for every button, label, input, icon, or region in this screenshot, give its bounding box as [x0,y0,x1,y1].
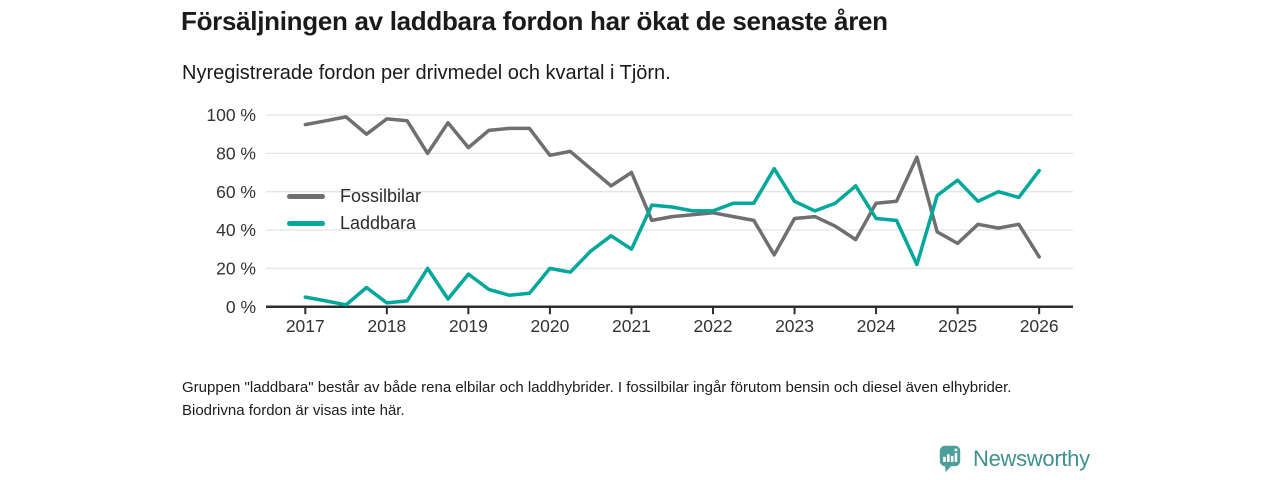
x-tick-label-2021: 2021 [612,316,651,336]
legend-label-fossilbilar: Fossilbilar [340,186,422,206]
x-tick-label-2020: 2020 [530,316,569,336]
series-line-fossilbilar [303,115,1041,259]
newsworthy-logo[interactable]: Newsworthy [938,444,1090,473]
x-tick-label-2023: 2023 [775,316,814,336]
x-tick-label-2022: 2022 [694,316,733,336]
legend-item-laddbara: Laddbara [287,210,421,237]
laddbara-line-swatch [287,221,325,226]
x-tick-label-2017: 2017 [286,316,325,336]
newsworthy-speech-bubble-bar-chart-icon [939,445,961,473]
x-tick-label-2019: 2019 [449,316,488,336]
vehicle-share-line-chart: 0 % 20 % 40 % 60 % 80 % 100 % 2017 2018 2019 2020… [206,105,1073,336]
y-tick-label-100: 100 % [206,105,256,125]
chart-title: Försäljningen av laddbara fordon har öka… [181,6,888,36]
legend-label-laddbara: Laddbara [340,213,417,233]
y-tick-label-80: 80 % [216,144,256,164]
chart-footnote: Gruppen "laddbara" består av både rena e… [182,379,1012,419]
chart-legend: Fossilbilar Laddbara [287,183,421,237]
x-tick-label-2024: 2024 [857,316,896,336]
x-tick-label-2026: 2026 [1020,316,1059,336]
x-tick-label-2025: 2025 [938,316,977,336]
y-tick-label-20: 20 % [216,259,256,279]
fossilbilar-line-swatch [287,194,325,199]
chart-subtitle: Nyregistrerade fordon per drivmedel och … [182,62,671,84]
y-tick-label-40: 40 % [216,220,256,240]
y-tick-label-0: 0 % [226,297,256,317]
x-tick-label-2018: 2018 [367,316,406,336]
newsworthy-logo-text: Newsworthy [973,445,1090,471]
y-tick-label-60: 60 % [216,182,256,202]
legend-item-fossilbilar: Fossilbilar [287,183,421,210]
series-line-laddbara [303,166,1041,307]
